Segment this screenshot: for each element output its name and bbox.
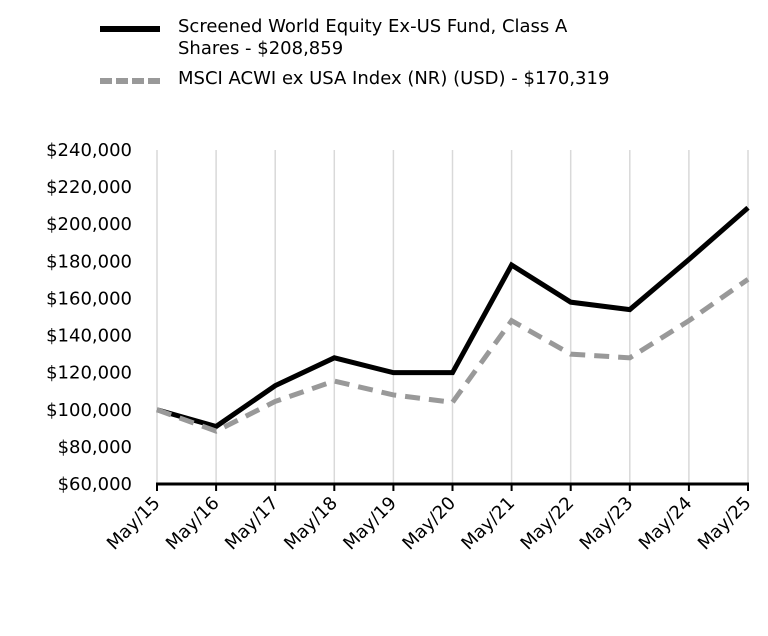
y-tick-label: $100,000 [46, 400, 132, 421]
x-tick-label: May/16 [162, 493, 224, 555]
y-tick-label: $160,000 [46, 288, 132, 309]
legend-swatch-fund [100, 26, 160, 32]
x-tick-label: May/25 [694, 493, 756, 555]
y-tick-label: $80,000 [58, 437, 132, 458]
y-tick-label: $120,000 [46, 363, 132, 384]
y-tick-label: $60,000 [58, 474, 132, 495]
legend-label-fund: Screened World Equity Ex-US Fund, Class … [178, 16, 568, 59]
y-tick-label: $180,000 [46, 251, 132, 272]
x-tick-label: May/21 [457, 493, 519, 555]
y-tick-label: $220,000 [46, 177, 132, 198]
x-tick-label: May/15 [103, 493, 165, 555]
y-tick-label: $200,000 [46, 214, 132, 235]
x-tick-label: May/18 [280, 493, 342, 555]
legend: Screened World Equity Ex-US Fund, Class … [100, 16, 618, 120]
legend-item-index: MSCI ACWI ex USA Index (NR) (USD) - $170… [100, 68, 618, 112]
x-tick-label: May/22 [517, 493, 579, 555]
x-tick-label: May/24 [635, 493, 697, 555]
legend-item-fund: Screened World Equity Ex-US Fund, Class … [100, 16, 618, 60]
x-tick-label: May/17 [221, 493, 283, 555]
x-tick-label: May/19 [339, 493, 401, 555]
series-line-1 [156, 277, 750, 434]
y-tick-label: $140,000 [46, 326, 132, 347]
x-tick-label: May/23 [576, 493, 638, 555]
y-tick-label: $240,000 [46, 140, 132, 161]
legend-swatch-index [100, 78, 160, 84]
x-tick-label: May/20 [398, 493, 460, 555]
legend-label-index: MSCI ACWI ex USA Index (NR) (USD) - $170… [178, 68, 610, 89]
series-line-0 [156, 205, 750, 430]
